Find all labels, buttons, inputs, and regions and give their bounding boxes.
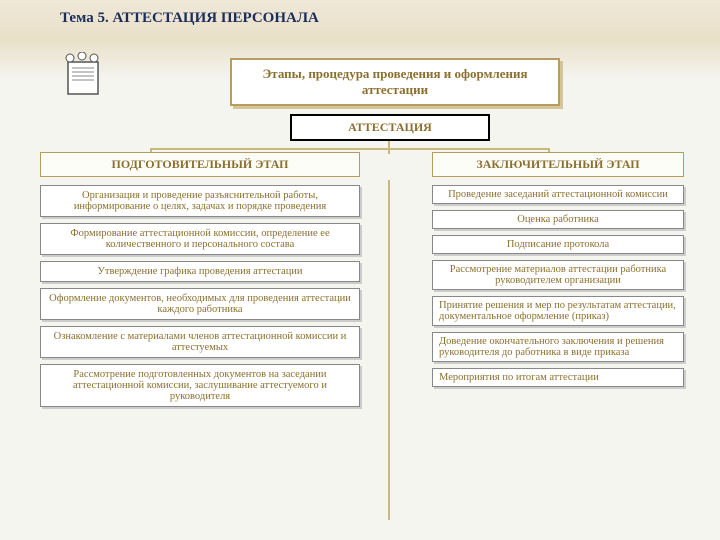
left-column: ПОДГОТОВИТЕЛЬНЫЙ ЭТАП Организация и пров… xyxy=(40,152,360,413)
main-label: АТТЕСТАЦИЯ xyxy=(290,114,490,141)
right-stage-title: ЗАКЛЮЧИТЕЛЬНЫЙ ЭТАП xyxy=(432,152,684,177)
right-box-5: Доведение окончательного заключения и ре… xyxy=(432,332,684,362)
left-box-0: Организация и проведение разъяснительной… xyxy=(40,185,360,217)
connector xyxy=(388,140,390,154)
right-box-2: Подписание протокола xyxy=(432,235,684,254)
connector xyxy=(150,148,550,150)
right-box-4: Принятие решения и мер по результатам ат… xyxy=(432,296,684,326)
right-box-1: Оценка работника xyxy=(432,210,684,229)
left-box-4: Ознакомление с материалами членов аттест… xyxy=(40,326,360,358)
left-box-2: Утверждение графика проведения аттестаци… xyxy=(40,261,360,282)
clipboard-icon xyxy=(60,52,108,105)
right-box-0: Проведение заседаний аттестационной коми… xyxy=(432,185,684,204)
page-title: Тема 5. АТТЕСТАЦИЯ ПЕРСОНАЛА xyxy=(60,10,319,27)
left-box-5: Рассмотрение подготовленных документов н… xyxy=(40,364,360,407)
connector xyxy=(388,180,390,520)
right-column: ЗАКЛЮЧИТЕЛЬНЫЙ ЭТАП Проведение заседаний… xyxy=(432,152,684,393)
left-box-3: Оформление документов, необходимых для п… xyxy=(40,288,360,320)
right-box-6: Мероприятия по итогам аттестации xyxy=(432,368,684,387)
left-stage-title: ПОДГОТОВИТЕЛЬНЫЙ ЭТАП xyxy=(40,152,360,177)
left-box-1: Формирование аттестационной комиссии, оп… xyxy=(40,223,360,255)
right-box-3: Рассмотрение материалов аттестации работ… xyxy=(432,260,684,290)
subtitle-box: Этапы, процедура проведения и оформления… xyxy=(230,58,560,106)
